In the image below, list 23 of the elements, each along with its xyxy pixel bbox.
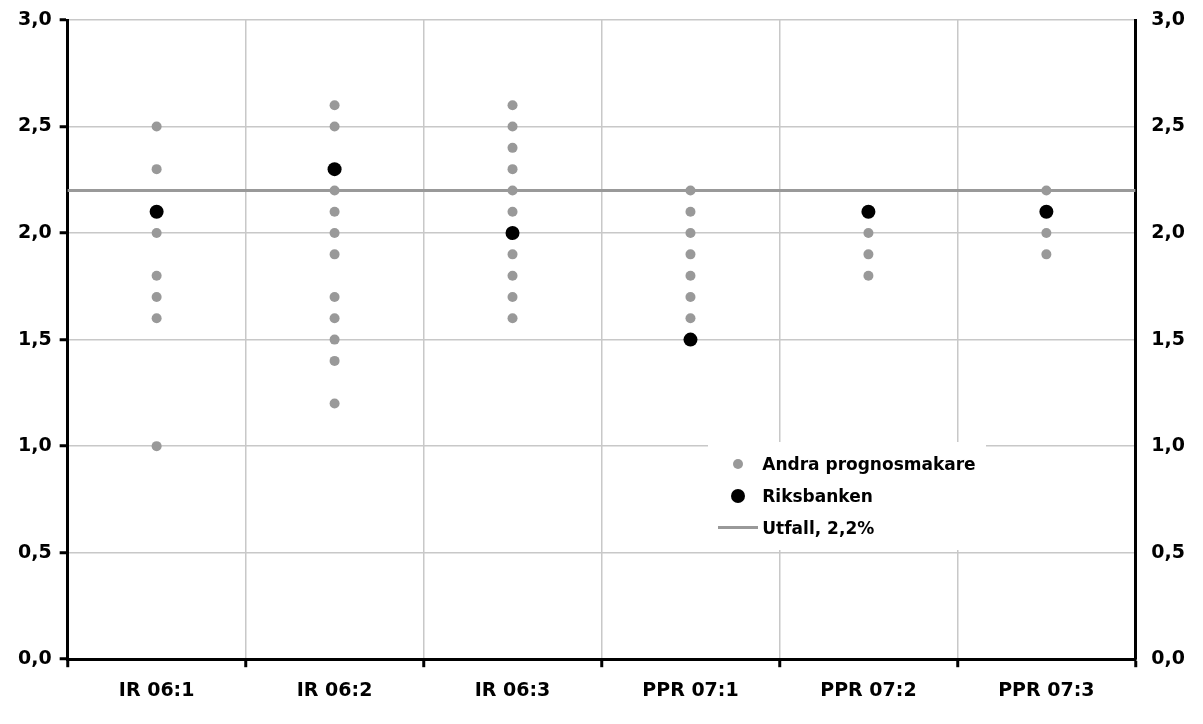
x-tick-label: PPR 07:2 — [820, 677, 917, 700]
y-tick-label: 0,5 — [17, 539, 52, 562]
y2-tick-label: 0,0 — [1151, 646, 1186, 669]
x-tick-label: PPR 07:3 — [998, 677, 1095, 700]
legend-label: Riksbanken — [762, 485, 873, 506]
y2-tick-label: 1,5 — [1151, 326, 1186, 349]
y-tick-label: 1,0 — [17, 433, 52, 456]
y2-tick-label: 0,5 — [1151, 539, 1186, 562]
y-tick-label: 2,0 — [17, 220, 52, 242]
y-tick-label: 3,0 — [17, 6, 52, 29]
y2-tick-label: 2,5 — [1151, 113, 1186, 136]
x-tick-label: IR 06:2 — [296, 677, 373, 700]
y-tick-label: 2,5 — [17, 113, 52, 136]
legend-label: Andra prognosmakare — [762, 453, 976, 474]
y-tick-label: 0,0 — [17, 646, 52, 669]
x-tick-label: IR 06:1 — [118, 677, 195, 700]
legend-label: Utfall, 2,2% — [762, 517, 875, 538]
x-tick-label: IR 06:3 — [474, 677, 551, 700]
y-tick-label: 1,5 — [17, 326, 52, 349]
y2-tick-label: 1,0 — [1151, 433, 1186, 456]
y2-tick-label: 2,0 — [1151, 220, 1186, 242]
y2-tick-label: 3,0 — [1151, 6, 1186, 29]
x-tick-label: PPR 07:1 — [642, 677, 739, 700]
